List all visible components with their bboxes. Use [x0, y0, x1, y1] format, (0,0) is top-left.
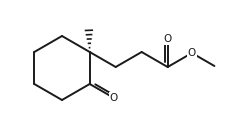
Text: O: O	[164, 34, 172, 44]
Text: O: O	[110, 93, 118, 103]
Text: O: O	[188, 48, 196, 58]
